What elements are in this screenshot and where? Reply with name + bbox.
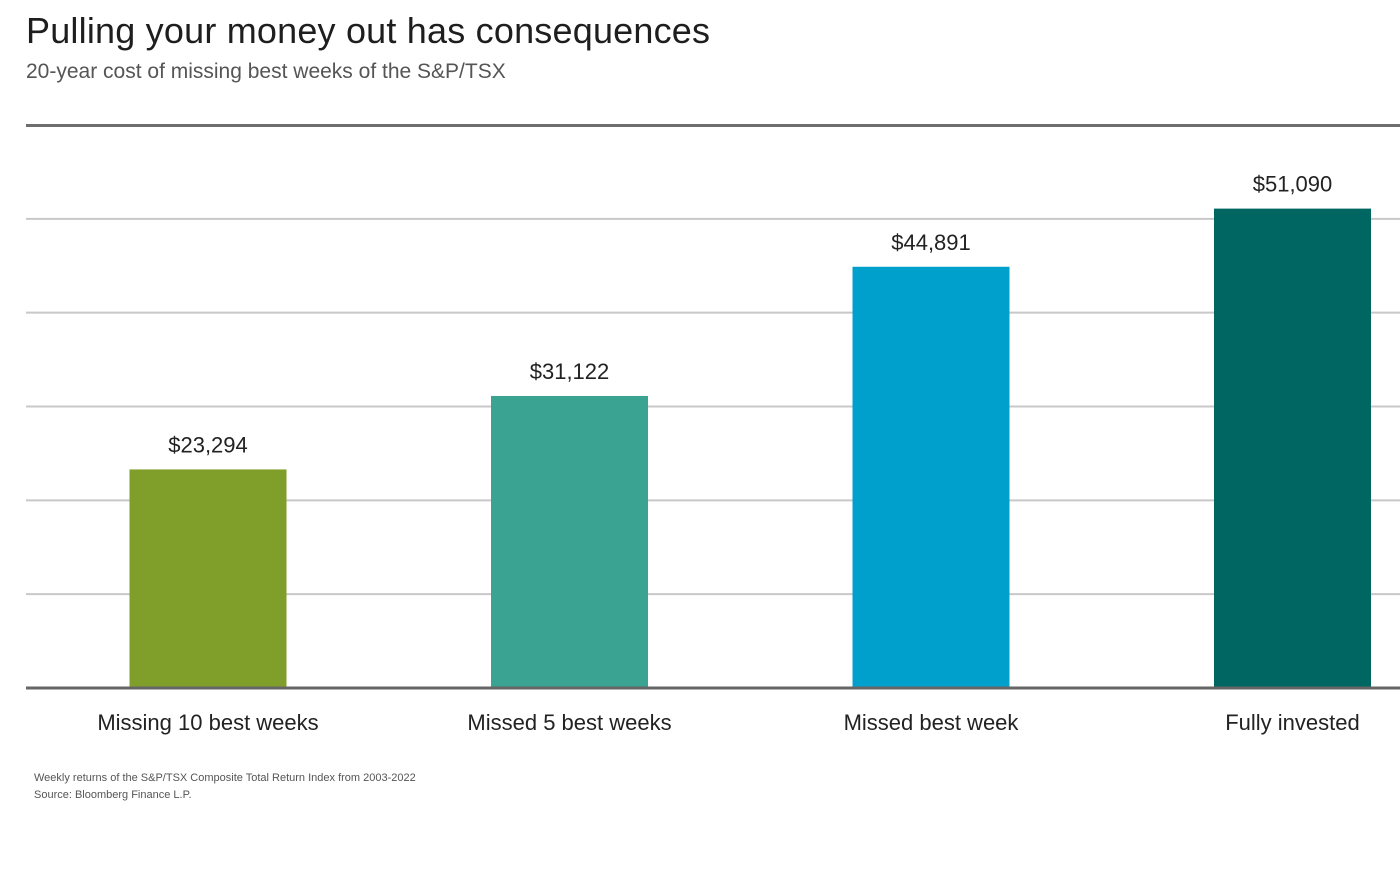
- data-labels: $23,294 $31,122 $44,891 $51,090: [168, 172, 1332, 458]
- data-label: $44,891: [891, 230, 971, 255]
- footnotes: Weekly returns of the S&P/TSX Composite …: [34, 770, 416, 804]
- bars: [129, 208, 1371, 688]
- footnote-source: Source: Bloomberg Finance L.P.: [34, 789, 192, 801]
- x-tick-label: Missing 10 best weeks: [97, 710, 318, 735]
- x-tick-label: Missed best week: [844, 710, 1020, 735]
- title-divider: [26, 124, 1400, 127]
- footnote-note: Weekly returns of the S&P/TSX Composite …: [34, 772, 416, 784]
- chart-title: Pulling your money out has consequences: [26, 10, 711, 51]
- x-tick-label: Missed 5 best weeks: [467, 710, 671, 735]
- bar: [852, 266, 1010, 688]
- data-label: $51,090: [1253, 172, 1333, 197]
- x-tick-labels: Missing 10 best weeks Missed 5 best weeks…: [97, 710, 1359, 735]
- bar: [129, 469, 287, 688]
- bar: [1214, 208, 1371, 688]
- data-label: $31,122: [530, 359, 610, 384]
- bar: [491, 395, 648, 688]
- x-tick-label: Fully invested: [1225, 710, 1360, 735]
- chart-subtitle: 20-year cost of missing best weeks of th…: [26, 60, 506, 83]
- bar-chart: $23,294 $31,122 $44,891 $51,090 Missing 10 …: [26, 172, 1400, 735]
- data-label: $23,294: [168, 432, 248, 457]
